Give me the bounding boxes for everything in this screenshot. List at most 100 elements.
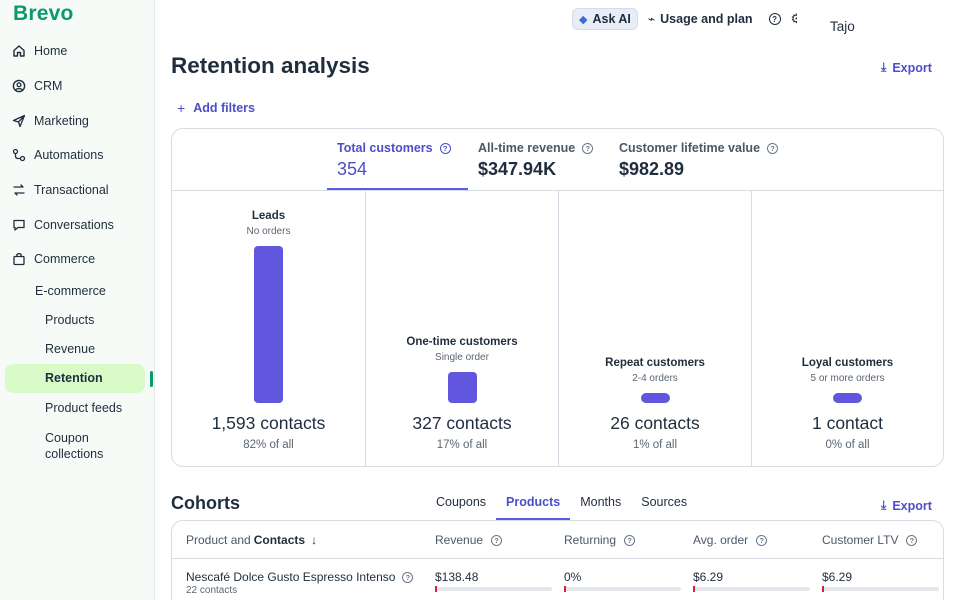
metric-label-text: Customer lifetime value bbox=[619, 141, 761, 155]
send-icon bbox=[12, 114, 26, 128]
column-header-product[interactable]: Product and Contacts ↓ bbox=[186, 533, 317, 547]
usage-and-plan-button[interactable]: ⌁ Usage and plan bbox=[648, 12, 753, 26]
sidebar-item-label: Automations bbox=[34, 148, 104, 163]
segment-subtitle: No orders bbox=[246, 226, 291, 237]
submenu-ecommerce[interactable]: E-commerce bbox=[35, 284, 106, 298]
sidebar-item-home[interactable]: Home bbox=[0, 34, 155, 69]
metric-all-time-revenue[interactable]: All-time revenue? $347.94K bbox=[478, 141, 594, 180]
sidebar-item-label: Marketing bbox=[34, 113, 89, 128]
sidebar-item-retention[interactable]: Retention bbox=[5, 363, 145, 393]
tab-products[interactable]: Products bbox=[496, 489, 571, 520]
segment-subtitle: Single order bbox=[435, 352, 489, 363]
help-icon[interactable]: ? bbox=[582, 142, 594, 154]
metric-customer-lifetime-value[interactable]: Customer lifetime value? $982.89 bbox=[619, 141, 779, 180]
tab-sources[interactable]: Sources bbox=[641, 495, 688, 509]
sidebar-item-coupon-collections[interactable]: Coupon collections bbox=[45, 431, 104, 461]
pulse-icon: ⌁ bbox=[647, 12, 656, 26]
sidebar-item-commerce[interactable]: Commerce bbox=[0, 242, 155, 277]
download-icon: ⤓ bbox=[881, 60, 887, 74]
column-header-label: Avg. order bbox=[693, 533, 749, 547]
segment-subtitle: 5 or more orders bbox=[810, 373, 885, 384]
tab-months[interactable]: Months bbox=[580, 495, 622, 509]
metric-total-customers[interactable]: Total customers? 354 bbox=[337, 141, 451, 180]
help-icon[interactable]: ? bbox=[756, 534, 768, 546]
returning-bar bbox=[564, 586, 681, 592]
sort-down-icon[interactable]: ↓ bbox=[311, 533, 318, 547]
column-header-returning[interactable]: Returning ? bbox=[564, 533, 636, 547]
ask-ai-button[interactable]: ◆ Ask AI bbox=[572, 8, 638, 30]
sidebar-item-product-feeds[interactable]: Product feeds bbox=[45, 400, 123, 415]
add-filters-button[interactable]: + Add filters bbox=[177, 100, 255, 116]
sidebar-item-conversations[interactable]: Conversations bbox=[0, 207, 155, 242]
help-icon[interactable]: ? bbox=[767, 142, 779, 154]
sidebar-item-revenue[interactable]: Revenue bbox=[45, 341, 96, 356]
bag-icon bbox=[12, 252, 26, 266]
sidebar-item-label: Home bbox=[34, 44, 68, 59]
home-icon bbox=[12, 44, 26, 58]
bar-fill bbox=[435, 586, 437, 592]
cell-revenue: $138.48 bbox=[435, 570, 479, 584]
main-nav: Home CRM Marketing Automations Transacti… bbox=[0, 34, 155, 277]
segment-title: Leads bbox=[251, 210, 286, 222]
metric-value: $982.89 bbox=[619, 159, 685, 179]
metric-value: $347.94K bbox=[478, 159, 557, 179]
sidebar-item-label: Transactional bbox=[34, 183, 109, 198]
column-header-prefix: Product and bbox=[186, 533, 251, 547]
help-icon[interactable]: ? bbox=[768, 13, 781, 25]
column-header-label: Returning bbox=[564, 533, 617, 547]
column-header-avg-order[interactable]: Avg. order ? bbox=[693, 533, 768, 547]
segment-loyal-customers: Loyal customers 5 or more orders 1 conta… bbox=[751, 191, 943, 467]
segment-title: One-time customers bbox=[406, 336, 518, 348]
segment-bar bbox=[254, 246, 283, 403]
help-icon[interactable]: ? bbox=[402, 571, 414, 583]
brevo-logo[interactable]: Brevo bbox=[13, 2, 74, 25]
account-name[interactable]: Tajo bbox=[830, 19, 855, 34]
metric-label: Total customers? bbox=[337, 141, 451, 155]
segment-subtitle: 2-4 orders bbox=[632, 373, 678, 384]
segment-percent: 1% of all bbox=[632, 439, 678, 451]
segment-count: 1 contact bbox=[811, 413, 884, 433]
segment-bar bbox=[833, 393, 862, 403]
cohort-tabs: Coupons Products Months Sources bbox=[421, 489, 697, 520]
sidebar-item-marketing[interactable]: Marketing bbox=[0, 103, 155, 138]
help-icon[interactable]: ? bbox=[491, 534, 503, 546]
segments-row: Leads No orders 1,593 contacts 82% of al… bbox=[172, 191, 943, 467]
revenue-bar bbox=[435, 586, 552, 592]
settings-icon[interactable]: ⚙ bbox=[790, 11, 797, 26]
sidebar-item-products[interactable]: Products bbox=[45, 312, 95, 327]
retention-card: Total customers? 354 All-time revenue? $… bbox=[171, 128, 944, 467]
export-button[interactable]: ⤓ Export bbox=[881, 60, 932, 75]
cohorts-export-button[interactable]: ⤓ Export bbox=[881, 498, 932, 513]
submenu-list: Products Revenue Retention Product feeds bbox=[5, 305, 155, 422]
segment-one-time-customers: One-time customers Single order 327 cont… bbox=[365, 191, 558, 467]
download-icon: ⤓ bbox=[881, 498, 887, 512]
cell-returning: 0% bbox=[564, 570, 582, 584]
metric-value: 354 bbox=[337, 159, 368, 179]
segment-percent: 82% of all bbox=[243, 439, 294, 451]
sidebar-item-label: Conversations bbox=[34, 217, 114, 232]
segment-percent: 17% of all bbox=[436, 439, 488, 451]
bar-fill bbox=[822, 586, 824, 592]
metric-label: All-time revenue? bbox=[478, 141, 594, 155]
add-filters-label: Add filters bbox=[193, 101, 255, 115]
column-header-revenue[interactable]: Revenue ? bbox=[435, 533, 503, 547]
sidebar-item-transactional[interactable]: Transactional bbox=[0, 173, 155, 208]
sidebar-item-automations[interactable]: Automations bbox=[0, 138, 155, 173]
sidebar-item-crm[interactable]: CRM bbox=[0, 69, 155, 104]
sidebar: Brevo Home CRM Marketing Automations Tra… bbox=[0, 0, 155, 600]
column-header-customer-ltv[interactable]: Customer LTV ? bbox=[822, 533, 918, 547]
metric-label: Customer lifetime value? bbox=[619, 141, 779, 155]
active-metric-underline bbox=[327, 188, 468, 190]
sparkle-icon: ◆ bbox=[579, 13, 588, 26]
help-icon[interactable]: ? bbox=[439, 142, 451, 154]
segment-percent: 0% of all bbox=[825, 439, 870, 451]
cohorts-title: Cohorts bbox=[171, 493, 240, 513]
tab-coupons[interactable]: Coupons bbox=[436, 495, 487, 509]
help-icon[interactable]: ? bbox=[624, 534, 636, 546]
product-name: Nescafé Dolce Gusto Espresso Intenso bbox=[186, 570, 396, 584]
help-icon[interactable]: ? bbox=[906, 534, 918, 546]
export-label: Export bbox=[892, 60, 932, 75]
column-header-sort-field: Contacts bbox=[253, 533, 306, 547]
active-nav-marker bbox=[150, 371, 153, 387]
